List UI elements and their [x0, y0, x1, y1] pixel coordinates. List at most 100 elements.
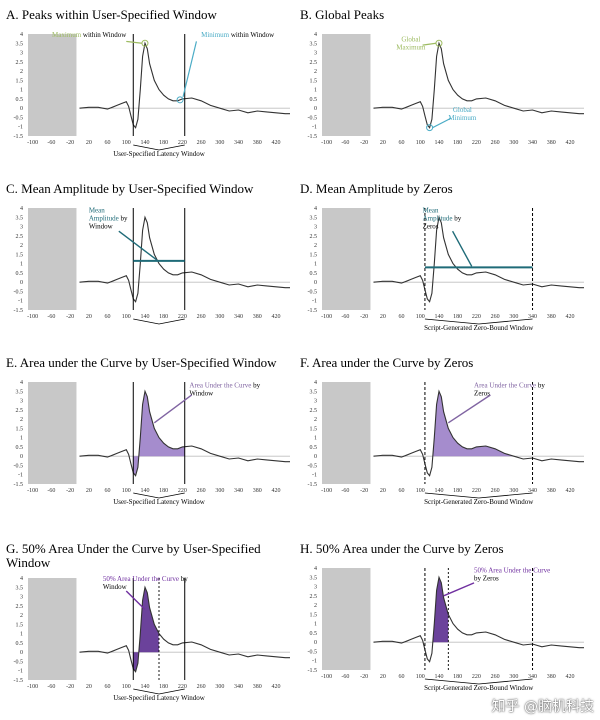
arrow-global-minimum: [432, 117, 451, 129]
waveform-line: [373, 215, 584, 303]
y-tick-label: -1: [312, 125, 317, 131]
y-tick-label: -1: [18, 125, 23, 131]
annotation-mean-amplitude-part: by: [453, 215, 462, 223]
annotation-maximum-part: Maximum: [52, 31, 82, 39]
y-tick-label: 2.5: [310, 408, 318, 414]
x-tick-label: 100: [122, 314, 131, 320]
erp-plot: 4 3.5 3 2.5 2 1.5 1 0.5 0 -0.5 -1 -1.5-100 -60 -20 20 6…: [308, 566, 584, 692]
y-tick-label: 4: [20, 576, 23, 582]
annotation-minimum-part: within Window: [229, 31, 275, 39]
y-tick-label: 1.5: [310, 252, 318, 258]
x-tick-label: -60: [47, 684, 55, 690]
x-tick-label: 100: [416, 314, 425, 320]
x-tick-label: 140: [434, 314, 443, 320]
x-tick-label: 300: [215, 488, 224, 494]
y-tick-label: 2.5: [310, 234, 318, 240]
annotation-fifty-percent-area-part: by Zeros: [474, 575, 499, 583]
window-bracket: [133, 318, 185, 325]
x-tick-label: 300: [509, 488, 518, 494]
x-tick-label: 180: [159, 488, 168, 494]
x-tick-label: 100: [416, 674, 425, 680]
y-tick-label: 3: [20, 51, 23, 57]
y-tick-label: -0.5: [14, 115, 24, 121]
window-label: Script-Generated Zero-Bound Window: [424, 498, 534, 506]
annotation-mean-amplitude-part: Window: [89, 223, 114, 231]
annotation-mean-amplitude-part: Mean: [89, 207, 105, 215]
annotation-global-minimum-part: Minimum: [448, 114, 477, 122]
baseline-region: [322, 34, 371, 136]
annotation-global-maximum: Global Maximum: [396, 35, 426, 51]
window-bracket: [424, 492, 533, 499]
y-tick-label: 2: [20, 613, 23, 619]
y-tick-label: 1: [20, 436, 23, 442]
x-tick-label: -20: [360, 314, 368, 320]
annotation-area-under-curve: Area Under the Curve by Window: [189, 382, 260, 398]
x-tick-label: 60: [399, 140, 405, 146]
y-tick-label: 3.5: [16, 389, 24, 395]
x-tick-label: 60: [105, 684, 111, 690]
y-tick-label: 0.5: [310, 445, 318, 451]
annotation-fifty-percent-area-part: 50% Area Under the Curve: [474, 567, 550, 575]
x-tick-label: -20: [66, 684, 74, 690]
x-tick-label: 180: [453, 674, 462, 680]
y-tick-label: 2: [314, 69, 317, 75]
y-tick-label: -1.5: [14, 482, 24, 488]
x-tick-label: 100: [122, 488, 131, 494]
area-under-curve: [133, 392, 185, 476]
x-tick-label: 60: [399, 314, 405, 320]
x-tick-label: 140: [434, 674, 443, 680]
global-maximum-marker: [435, 39, 443, 47]
panel-title: E. Area under the Curve by User-Specifie…: [6, 355, 277, 370]
x-tick-label: 20: [380, 674, 386, 680]
y-tick-label: 2: [20, 69, 23, 75]
y-tick-label: -1.5: [14, 134, 24, 140]
x-tick-label: 180: [159, 684, 168, 690]
x-tick-label: 420: [565, 674, 574, 680]
x-tick-label: 20: [380, 314, 386, 320]
x-tick-label: 100: [122, 684, 131, 690]
y-tick-label: 0: [314, 454, 317, 460]
y-tick-label: 2.5: [310, 60, 318, 66]
x-tick-label: 340: [528, 488, 537, 494]
y-tick-label: 3: [314, 225, 317, 231]
y-tick-label: 3: [20, 399, 23, 405]
arrow-area: [447, 394, 491, 424]
y-tick-label: 0.5: [16, 97, 24, 103]
baseline-region: [28, 382, 77, 484]
y-tick-label: 2: [20, 243, 23, 249]
annotation-mean-amplitude-part: Mean: [423, 207, 439, 215]
x-tick-label: 140: [434, 140, 443, 146]
y-tick-label: -1: [312, 473, 317, 479]
y-tick-label: 3: [314, 399, 317, 405]
x-tick-label: -100: [321, 488, 332, 494]
annotation-maximum-part: within Window: [81, 31, 127, 39]
x-tick-label: 300: [509, 674, 518, 680]
y-tick-label: 2.5: [16, 60, 24, 66]
x-tick-label: -100: [27, 684, 38, 690]
x-tick-label: -20: [66, 140, 74, 146]
y-tick-label: 2.5: [310, 594, 318, 600]
annotation-fifty-percent-area: 50% Area Under the Curve by Zeros: [474, 567, 550, 583]
erp-plot: 4 3.5 3 2.5 2 1.5 1 0.5 0 -0.5 -1 -1.5-100 -60 -20 20 6…: [14, 380, 290, 506]
y-tick-label: 2: [20, 417, 23, 423]
x-tick-label: 260: [197, 140, 206, 146]
x-tick-label: 380: [547, 140, 556, 146]
y-tick-label: 3: [314, 51, 317, 57]
panel-title: D. Mean Amplitude by Zeros: [300, 181, 453, 196]
x-tick-label: 300: [215, 684, 224, 690]
y-tick-label: 0: [314, 280, 317, 286]
y-tick-label: 0.5: [310, 97, 318, 103]
window-bracket: [133, 492, 185, 499]
y-tick-label: 0: [314, 640, 317, 646]
annotation-area-under-curve-part: Zeros: [474, 390, 490, 398]
y-tick-label: -1.5: [14, 678, 24, 684]
y-tick-label: 0: [20, 106, 23, 112]
annotation-fifty-percent-area-part: by: [179, 575, 188, 583]
x-tick-label: 20: [86, 684, 92, 690]
x-tick-label: -60: [341, 314, 349, 320]
y-tick-label: 3.5: [16, 585, 24, 591]
window-label: User-Specified Latency Window: [113, 150, 206, 158]
y-tick-label: -1.5: [308, 668, 318, 674]
erp-plot: 4 3.5 3 2.5 2 1.5 1 0.5 0 -0.5 -1 -1.5-100 -60 -20 20 6…: [308, 380, 584, 506]
y-tick-label: 1: [314, 622, 317, 628]
